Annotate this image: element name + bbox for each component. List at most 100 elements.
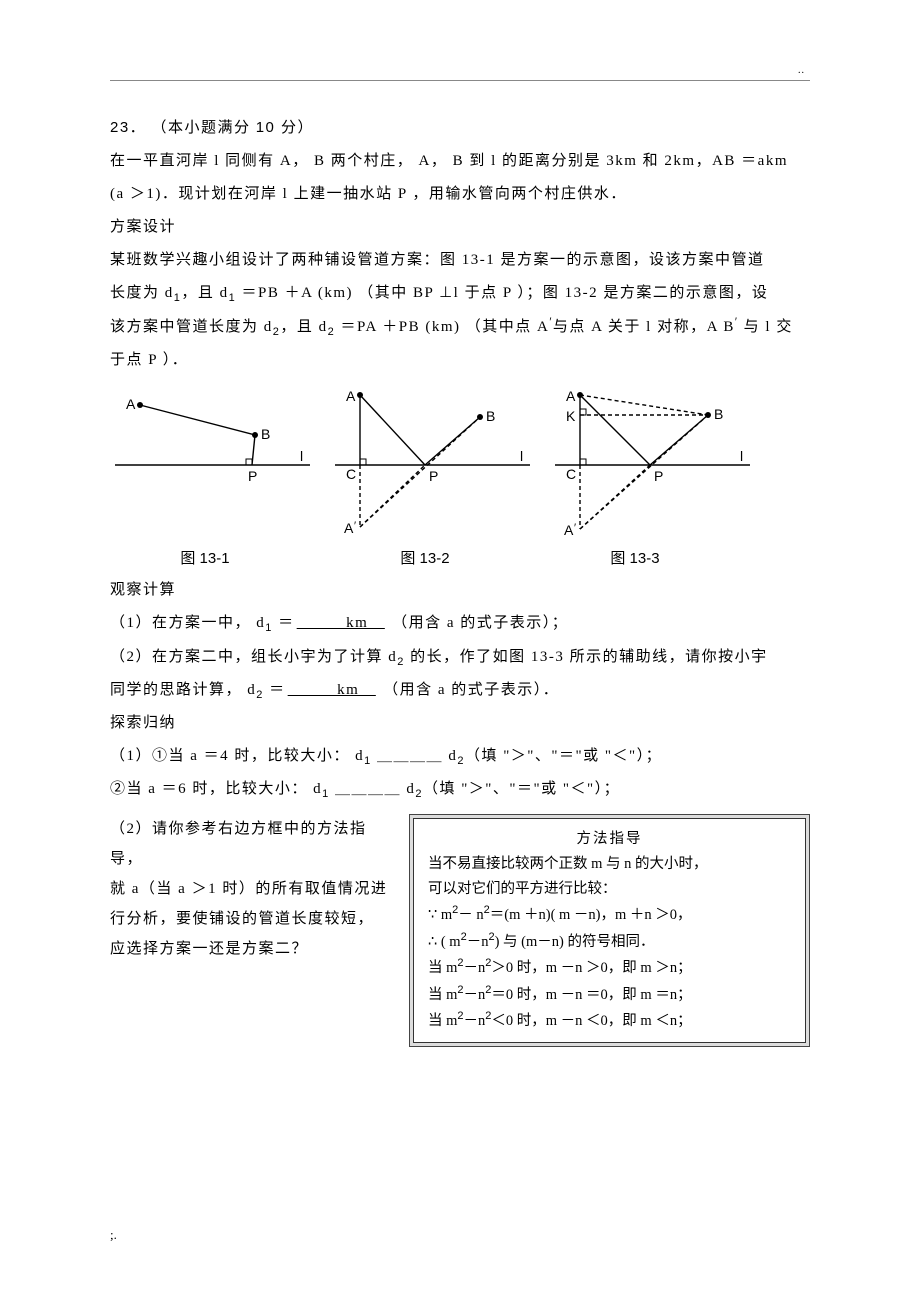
q-header: 23． （本小题满分 10 分）	[110, 111, 810, 145]
t: （用含 a 的式子表示）．	[378, 682, 559, 698]
fig-13-2-label: 图 13-2	[340, 547, 510, 568]
svg-text:P: P	[248, 468, 257, 484]
svg-text:′: ′	[574, 522, 576, 534]
svg-text:A: A	[566, 388, 576, 404]
t: ∴ ( m	[428, 934, 461, 950]
sub: 1	[265, 622, 273, 634]
stem-1a: 在一平直河岸 l 同侧有 A， B 两个村庄， A， B 到 l 的距离分别是 …	[110, 145, 810, 178]
sub: 2	[256, 689, 264, 701]
page: .. 23． （本小题满分 10 分） 在一平直河岸 l 同侧有 A， B 两个…	[0, 0, 920, 1303]
header-rule	[110, 80, 810, 81]
svg-text:C: C	[346, 466, 356, 482]
q-score-prefix: （本小题满分	[151, 120, 250, 136]
method-l4: ∴ ( m2－n2) 与 (m－n) 的符号相同．	[428, 928, 791, 954]
t: 就 a（当 a ＞1 时）的所有取值情况进	[110, 874, 395, 904]
t: ＞0 时，m －n ＞0，即 m ＞n；	[491, 960, 691, 976]
explore-l2: ②当 a ＝6 时，比较大小： d1 ＿＿＿＿ d2（填 "＞"、"＝"或 "＜…	[110, 773, 810, 806]
t: 当 m	[428, 960, 457, 976]
t: ＝PA ＋PB (km) （其中点 A	[335, 319, 549, 335]
t: ＜0 时，m －n ＜0，即 m ＜n；	[491, 1013, 691, 1029]
stem-2b: 长度为 d1，且 d1 ＝PB ＋A (km) （其中 BP ⊥l 于点 P ）…	[110, 277, 810, 310]
t: ，且 d	[181, 285, 228, 301]
stem-2a: 某班数学兴趣小组设计了两种铺设管道方案：图 13-1 是方案一的示意图，设该方案…	[110, 244, 810, 277]
q-number: 23．	[110, 119, 146, 136]
t: （2）在方案二中，组长小宇为了计算 d	[110, 649, 397, 665]
t: －n	[464, 960, 486, 976]
diagram-labels: 图 13-1 图 13-2 图 13-3	[110, 547, 810, 568]
method-l7: 当 m2－n2＜0 时，m －n ＜0，即 m ＜n；	[428, 1007, 791, 1033]
blank: km	[295, 615, 387, 631]
t: －n	[464, 986, 486, 1002]
explore-l1: （1）①当 a ＝4 时，比较大小： d1 ＿＿＿＿ d2（填 "＞"、"＝"或…	[110, 740, 810, 773]
stem-3a: 该方案中管道长度为 d2，且 d2 ＝PA ＋PB (km) （其中点 A′与点…	[110, 310, 810, 344]
method-box-outer: 方法指导 当不易直接比较两个正数 m 与 n 的大小时， 可以对它们的平方进行比…	[409, 814, 810, 1046]
svg-text:B: B	[714, 406, 723, 422]
svg-text:C: C	[566, 466, 576, 482]
t: 的长，作了如图 13-3 所示的辅助线，请你按小宇	[405, 649, 768, 665]
t: ②当 a ＝6 时，比较大小： d	[110, 781, 322, 797]
t: （填 "＞"、"＝"或 "＜"）；	[423, 781, 620, 797]
method-box: 方法指导 当不易直接比较两个正数 m 与 n 的大小时， 可以对它们的平方进行比…	[413, 818, 806, 1042]
design-title: 方案设计	[110, 211, 810, 244]
explore-q2-text: （2）请你参考右边方框中的方法指导， 就 a（当 a ＞1 时）的所有取值情况进…	[110, 814, 395, 1046]
q-score-pts: 10 分）	[256, 119, 314, 136]
method-l3: ∵ m2－ n2＝(m ＋n)( m －n)，m ＋n ＞0，	[428, 901, 791, 927]
t: ＝(m ＋n)( m －n)，m ＋n ＞0，	[490, 907, 692, 923]
t: （1）在方案一中， d	[110, 615, 265, 631]
t: （2）请你参考右边方框中的方法指导，	[110, 814, 395, 874]
observe-q2b: 同学的思路计算， d2 ＝ km （用含 a 的式子表示）．	[110, 674, 810, 707]
t: －n	[464, 1013, 486, 1029]
t: 应选择方案一还是方案二？	[110, 934, 395, 964]
t: ＝PB ＋A (km) （其中 BP ⊥l 于点 P ）；图 13-2 是方案二…	[236, 285, 768, 301]
fig-13-3-label: 图 13-3	[550, 547, 720, 568]
svg-text:l: l	[520, 448, 523, 464]
t: （1）①当 a ＝4 时，比较大小： d	[110, 748, 364, 764]
stem-1b: (a ＞1)．现计划在河岸 l 上建一抽水站 P ，用输水管向两个村庄供水．	[110, 178, 810, 211]
method-l2: 可以对它们的平方进行比较：	[428, 877, 791, 902]
fig-13-1-label: 图 13-1	[110, 547, 300, 568]
sub: 1	[322, 788, 330, 800]
t: － n	[458, 907, 483, 923]
t: ∵ m	[428, 907, 452, 923]
diagram-svg: ABPlABCPA′lABKCPA′l	[110, 387, 750, 542]
t: －n	[467, 934, 489, 950]
svg-text:P: P	[654, 468, 663, 484]
svg-text:l: l	[300, 448, 303, 464]
t: ＝	[273, 615, 295, 631]
t: ，且 d	[280, 319, 327, 335]
observe-q1: （1）在方案一中， d1 ＝ km （用含 a 的式子表示）；	[110, 607, 810, 640]
sub: 2	[415, 788, 423, 800]
t: 行分析，要使铺设的管道长度较短，	[110, 904, 395, 934]
t: 与 l 交	[738, 319, 792, 335]
svg-text:A: A	[346, 388, 356, 404]
svg-text:l: l	[740, 448, 743, 464]
t: （填 "＞"、"＝"或 "＜"）；	[465, 748, 662, 764]
stem-3b: 于点 P ）．	[110, 344, 810, 377]
t: 与点 A 关于 l 对称，A B	[553, 319, 735, 335]
t: （用含 a 的式子表示）；	[387, 615, 568, 631]
sub: 2	[397, 656, 405, 668]
svg-text:B: B	[486, 408, 495, 424]
observe-title: 观察计算	[110, 574, 810, 607]
svg-text:′: ′	[354, 520, 356, 532]
t: d	[448, 748, 457, 764]
blank: km	[286, 682, 378, 698]
t: 当 m	[428, 1013, 457, 1029]
svg-text:A: A	[126, 396, 136, 412]
blank: ＿＿＿＿	[372, 748, 449, 764]
method-l6: 当 m2－n2＝0 时，m －n ＝0，即 m ＝n；	[428, 981, 791, 1007]
svg-text:K: K	[566, 408, 576, 424]
method-l5: 当 m2－n2＞0 时，m －n ＞0，即 m ＞n；	[428, 954, 791, 980]
sub: 1	[364, 755, 372, 767]
diagrams: ABPlABCPA′lABKCPA′l 图 13-1 图 13-2 图 13-3	[110, 387, 810, 568]
t: ) 与 (m－n) 的符号相同．	[495, 934, 655, 950]
t: 同学的思路计算， d	[110, 682, 256, 698]
t: d	[406, 781, 415, 797]
method-l1: 当不易直接比较两个正数 m 与 n 的大小时，	[428, 852, 791, 877]
explore-title: 探索归纳	[110, 707, 810, 740]
t: ＝	[264, 682, 286, 698]
footer-mark: ;.	[110, 1227, 117, 1243]
method-title: 方法指导	[428, 827, 791, 852]
header-dots: ..	[798, 65, 805, 76]
t: 当 m	[428, 986, 457, 1002]
